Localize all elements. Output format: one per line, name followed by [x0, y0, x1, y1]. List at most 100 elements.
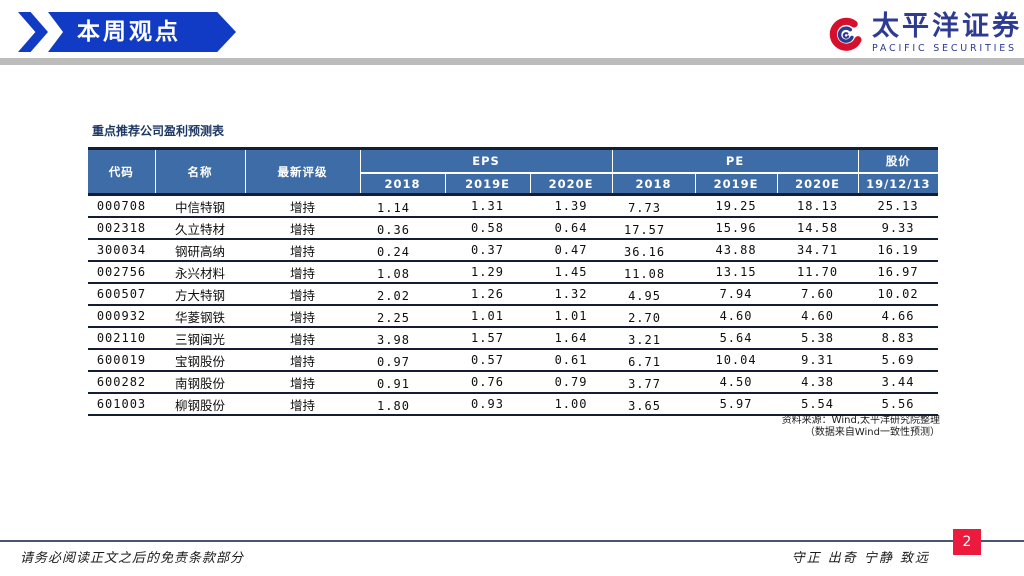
table-row: 600282 南钢股份 增持 0.91 0.76 0.79 3.77 4.50 4.38 3.44 — [88, 371, 939, 394]
eps-2019e-cell: 0.76 — [445, 371, 530, 394]
eps-2018-cell: 2.25 — [360, 305, 445, 328]
col-header-pe-2018: 2018 — [611, 173, 696, 195]
code-cell: 002318 — [88, 217, 155, 240]
pe-2020e-cell: 7.60 — [777, 283, 859, 306]
pe-2019e-cell: 5.97 — [695, 393, 778, 416]
rating-cell: 增持 — [245, 283, 360, 306]
rating-cell: 增持 — [245, 327, 360, 350]
page-number-badge: 2 — [953, 529, 981, 555]
col-header-pe-2020e: 2020E — [776, 173, 859, 195]
section-title: 本周观点 — [77, 19, 181, 45]
code-cell: 300034 — [88, 239, 155, 262]
code-cell: 600507 — [88, 283, 155, 306]
pe-2020e-cell: 5.54 — [777, 393, 859, 416]
pe-2020e-cell: 5.38 — [777, 327, 859, 350]
pacific-securities-logo-icon — [829, 17, 862, 51]
col-header-eps-2020e: 2020E — [529, 173, 613, 195]
rating-cell: 增持 — [245, 261, 360, 284]
code-cell: 600282 — [88, 371, 155, 394]
footer-divider — [0, 540, 1024, 542]
table-body: 000708 中信特钢 增持 1.14 1.31 1.39 7.73 19.25 18.13 25… — [88, 194, 939, 416]
rating-cell: 增持 — [245, 393, 360, 416]
col-header-code: 代码 — [88, 148, 155, 195]
table-row: 601003 柳钢股份 增持 1.80 0.93 1.00 3.65 5.97 5.54 5.56 — [88, 393, 939, 416]
pe-2018-cell: 3.65 — [612, 393, 696, 416]
code-cell: 000932 — [88, 305, 155, 328]
pe-2020e-cell: 18.13 — [777, 194, 859, 218]
pe-2018-cell: 4.95 — [612, 283, 696, 306]
eps-2020e-cell: 1.01 — [530, 305, 613, 328]
rating-cell: 增持 — [245, 239, 360, 262]
table-header-year-row: 2018 2019E 2020E 2018 2019E 2020E 19/12/… — [88, 173, 939, 195]
eps-2019e-cell: 1.31 — [445, 194, 530, 218]
section-title-banner: 本周观点 — [48, 12, 236, 52]
pe-2020e-cell: 4.38 — [777, 371, 859, 394]
pe-2018-cell: 7.73 — [612, 194, 696, 218]
eps-2018-cell: 1.80 — [360, 393, 445, 416]
pe-2019e-cell: 7.94 — [695, 283, 778, 306]
pe-2020e-cell: 34.71 — [777, 239, 859, 262]
name-cell: 柳钢股份 — [155, 393, 245, 416]
price-cell: 10.02 — [858, 283, 939, 306]
name-cell: 钢研高纳 — [155, 239, 245, 262]
eps-2019e-cell: 1.01 — [445, 305, 530, 328]
logo-text: 太平洋证券 PACIFIC SECURITIES — [872, 12, 1022, 55]
pe-2020e-cell: 4.60 — [777, 305, 859, 328]
price-cell: 8.83 — [858, 327, 939, 350]
pe-2018-cell: 11.08 — [612, 261, 696, 284]
eps-2020e-cell: 0.47 — [530, 239, 613, 262]
pe-2019e-cell: 43.88 — [695, 239, 778, 262]
code-cell: 601003 — [88, 393, 155, 416]
eps-2020e-cell: 0.79 — [530, 371, 613, 394]
name-cell: 永兴材料 — [155, 261, 245, 284]
rating-cell: 增持 — [245, 305, 360, 328]
name-cell: 南钢股份 — [155, 371, 245, 394]
eps-2020e-cell: 1.00 — [530, 393, 613, 416]
table-row: 002756 永兴材料 增持 1.08 1.29 1.45 11.08 13.15 11.70 1… — [88, 261, 939, 284]
pe-2020e-cell: 11.70 — [777, 261, 859, 284]
eps-2020e-cell: 1.45 — [530, 261, 613, 284]
col-header-pe-group: PE — [611, 148, 859, 174]
table-row: 002110 三钢闽光 增持 3.98 1.57 1.64 3.21 5.64 5.38 8.83 — [88, 327, 939, 350]
pe-2018-cell: 3.77 — [612, 371, 696, 394]
price-cell: 5.69 — [858, 349, 939, 372]
eps-2020e-cell: 1.64 — [530, 327, 613, 350]
table-row: 000708 中信特钢 增持 1.14 1.31 1.39 7.73 19.25 18.13 25… — [88, 194, 939, 218]
eps-2019e-cell: 1.57 — [445, 327, 530, 350]
code-cell: 002110 — [88, 327, 155, 350]
source-line-2: （数据来自Wind一致性预测） — [804, 427, 940, 438]
code-cell: 000708 — [88, 194, 155, 218]
pe-2019e-cell: 4.60 — [695, 305, 778, 328]
col-header-price-group: 股价 — [857, 148, 939, 174]
pe-2018-cell: 17.57 — [612, 217, 696, 240]
table-header: 代码 名称 最新评级 EPS PE 股价 2018 2019E 2020E 20… — [88, 148, 939, 195]
pe-2019e-cell: 4.50 — [695, 371, 778, 394]
header-divider — [0, 58, 1024, 65]
name-cell: 宝钢股份 — [155, 349, 245, 372]
table-row: 600507 方大特钢 增持 2.02 1.26 1.32 4.95 7.94 7.60 10.0… — [88, 283, 939, 306]
logo-name-cn: 太平洋证券 — [872, 11, 1022, 42]
pe-2020e-cell: 9.31 — [777, 349, 859, 372]
table-title: 重点推荐公司盈利预测表 — [92, 124, 225, 138]
col-header-eps-group: EPS — [359, 148, 613, 174]
price-cell: 16.97 — [858, 261, 939, 284]
source-line-1: 资料来源：Wind,太平洋研究院整理 — [781, 415, 940, 426]
eps-2019e-cell: 1.26 — [445, 283, 530, 306]
col-header-eps-2018: 2018 — [359, 173, 445, 195]
forecast-table: 代码 名称 最新评级 EPS PE 股价 2018 2019E 2020E 20… — [88, 147, 939, 416]
logo-name-en: PACIFIC SECURITIES — [872, 43, 1017, 54]
eps-2018-cell: 0.36 — [360, 217, 445, 240]
eps-2019e-cell: 0.57 — [445, 349, 530, 372]
eps-2018-cell: 0.24 — [360, 239, 445, 262]
footer-motto: 守正 出奇 宁静 致远 — [791, 551, 930, 566]
eps-2018-cell: 3.98 — [360, 327, 445, 350]
col-header-eps-2019e: 2019E — [444, 173, 530, 195]
pe-2018-cell: 3.21 — [612, 327, 696, 350]
eps-2019e-cell: 1.29 — [445, 261, 530, 284]
eps-2020e-cell: 0.61 — [530, 349, 613, 372]
banner-chevron-icon — [18, 12, 48, 52]
eps-2018-cell: 0.97 — [360, 349, 445, 372]
eps-2019e-cell: 0.93 — [445, 393, 530, 416]
price-cell: 5.56 — [858, 393, 939, 416]
